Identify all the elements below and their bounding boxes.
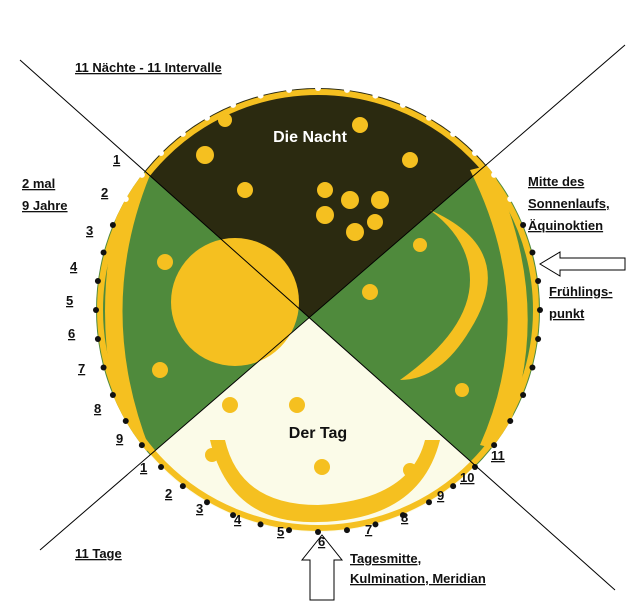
rim-dot (158, 463, 165, 470)
ship (210, 440, 440, 523)
rim-dot (315, 529, 321, 535)
rim-dot (138, 442, 145, 449)
rim-dot (491, 442, 498, 449)
years-line: 2 mal (22, 176, 55, 191)
sun (171, 238, 299, 366)
left-number: 1 (113, 152, 120, 167)
rim-dot (286, 527, 293, 534)
left-number: 3 (86, 223, 93, 238)
left-number: 2 (101, 185, 108, 200)
rim-dot (100, 364, 107, 371)
rim-dot (122, 418, 129, 424)
left-number: 7 (78, 361, 85, 376)
rim-dot (529, 249, 536, 256)
days-label: 11 Tage (75, 546, 122, 561)
rim-dot (507, 196, 514, 202)
left-number: 4 (70, 259, 78, 274)
rim-dot (535, 335, 542, 342)
bottom-number: 10 (460, 470, 474, 485)
bottom-number: 3 (196, 501, 203, 516)
spring-line: punkt (549, 306, 585, 321)
bottom-number: 11 (491, 448, 505, 463)
rim-dot (109, 222, 116, 229)
rim-dot (158, 150, 165, 157)
rim-dot (94, 335, 101, 342)
rim-dots (93, 85, 543, 535)
bottom-number: 7 (365, 522, 372, 537)
rim (97, 89, 539, 531)
rim-dot (100, 249, 107, 256)
rim-dot (257, 92, 264, 99)
bottom-number: 6 (318, 534, 325, 549)
rim-dot (94, 278, 101, 285)
right-arc (470, 165, 528, 450)
spring-line: Frühlings- (549, 284, 613, 299)
rim-dot (426, 114, 432, 121)
left-arrow (539, 251, 626, 277)
left-quadrant (96, 88, 309, 532)
rim-dot (520, 391, 527, 398)
rim-dot (450, 483, 457, 490)
bottom-number: 8 (401, 510, 408, 525)
bottom-number: 9 (437, 488, 444, 503)
rim-dot (372, 521, 379, 528)
rim-dot (179, 483, 186, 490)
equinox-line: Äquinoktien (528, 218, 603, 233)
equinox-line: Mitte des (528, 174, 584, 189)
day-label: Der Tag (289, 425, 347, 442)
left-arc (105, 170, 150, 455)
diagonal-line (39, 44, 626, 551)
rim-dot (138, 171, 145, 178)
left-number: 9 (116, 431, 123, 446)
rim-dot (426, 499, 432, 506)
rim-dot (315, 85, 321, 91)
rim-dot (399, 512, 406, 519)
rim-dot (93, 307, 99, 313)
stars (152, 113, 469, 477)
rim-dot (507, 418, 514, 424)
rim-dot (471, 463, 478, 470)
rim-dot (257, 521, 264, 528)
rim-dot (179, 130, 186, 137)
title: 11 Nächte - 11 Intervalle (75, 60, 222, 75)
rim-dot (535, 278, 542, 285)
rim-dot (109, 391, 116, 398)
rim-dot (537, 307, 543, 313)
rim-dot (230, 101, 237, 108)
bottom-number: 2 (165, 486, 172, 501)
rim-dot (520, 222, 527, 229)
rim-dot (491, 171, 498, 178)
night-label: Die Nacht (273, 129, 347, 146)
rim-dot (372, 92, 379, 99)
rim-dot (204, 499, 210, 506)
rim-dot (343, 527, 350, 534)
rim-dot (204, 114, 210, 121)
rim-dot (450, 130, 457, 137)
meridian-line: Tagesmitte, (350, 551, 421, 566)
equinox-line: Sonnenlaufs, (528, 196, 610, 211)
crescent (400, 210, 488, 380)
bottom-number: 4 (234, 512, 242, 527)
left-number: 5 (66, 293, 73, 308)
bottom-number: 5 (277, 524, 284, 539)
rim-dot (343, 86, 350, 93)
rim-dot (230, 512, 237, 519)
rim-dot (122, 196, 129, 202)
up-arrow (300, 534, 344, 601)
meridian-line: Kulmination, Meridian (350, 571, 486, 586)
rim-dot (399, 101, 406, 108)
years-line: 9 Jahre (22, 198, 68, 213)
rim-dot (471, 150, 478, 157)
rim-dot (286, 86, 293, 93)
rim-dot (529, 364, 536, 371)
bottom-number: 1 (140, 460, 147, 475)
left-number: 8 (94, 401, 101, 416)
left-number: 6 (68, 326, 75, 341)
diagonal-line (19, 59, 616, 591)
